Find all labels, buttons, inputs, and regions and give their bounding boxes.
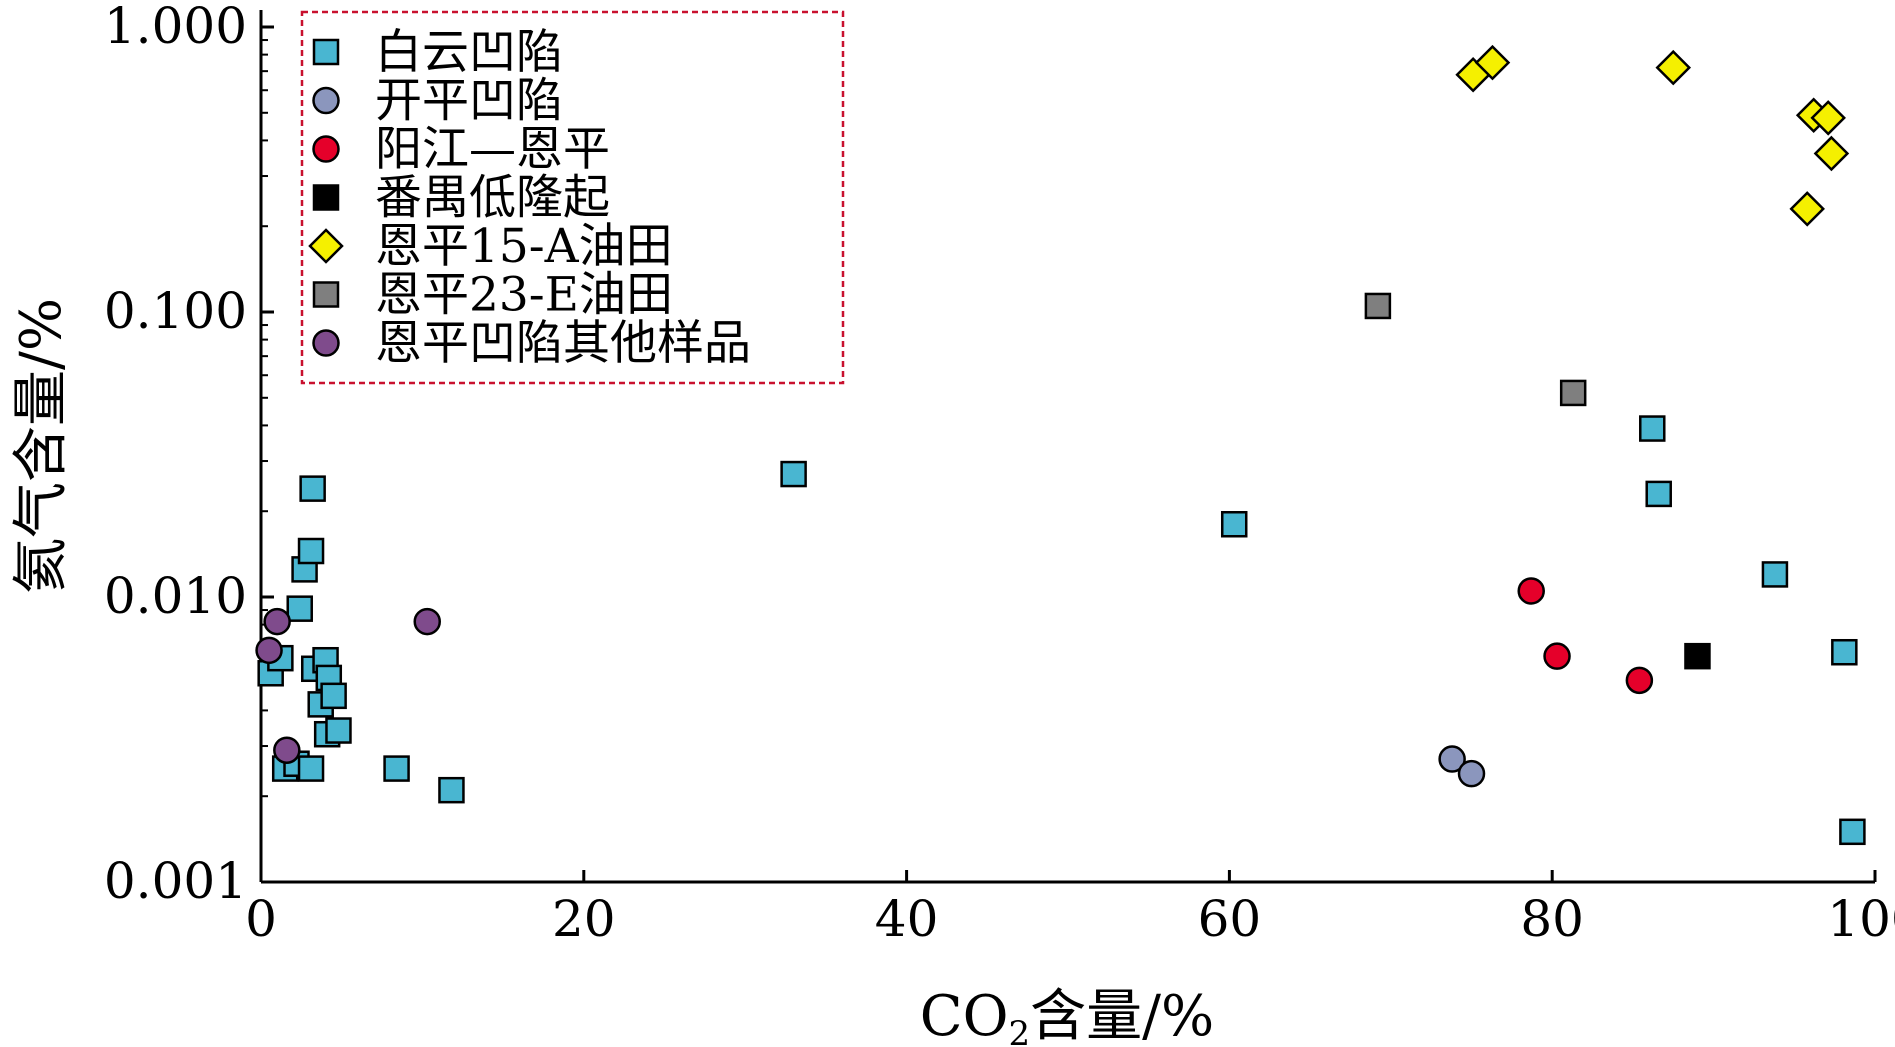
series-1-points (257, 415, 1866, 846)
legend-label: 恩平23-E油田 (375, 268, 673, 323)
legend-label: 恩平凹陷其他样品 (375, 316, 751, 371)
series-5-points (1455, 44, 1850, 227)
series-3-points (1517, 577, 1654, 695)
legend-label: 恩平15-A油田 (375, 219, 673, 274)
legend-item: 恩平23-E油田 (312, 268, 673, 323)
legend-label: 开平凹陷 (375, 74, 563, 129)
data-point (1543, 642, 1571, 670)
data-point (297, 537, 325, 565)
data-point (325, 717, 352, 744)
data-point (413, 607, 441, 636)
series-4-points (1684, 642, 1711, 670)
data-point (273, 736, 301, 764)
series-2-points (1438, 745, 1486, 788)
data-point (1813, 135, 1850, 172)
legend-marker (312, 329, 340, 357)
axes: 0 20 40 60 80 100 0.001 0.010 0.100 1.000 (104, 0, 1895, 948)
x-axis-title-prefix: CO (920, 984, 1009, 1047)
y-tick-label: 1.000 (104, 0, 247, 55)
data-point (1761, 561, 1789, 588)
data-point (1789, 191, 1825, 227)
legend: 白云凹陷开平凹陷阳江—恩平番禺低隆起恩平15-A油田恩平23-E油田恩平凹陷其他… (300, 10, 845, 385)
data-point (438, 776, 465, 804)
data-point (383, 755, 410, 782)
series-6-points (1364, 292, 1587, 407)
x-ticks: 0 20 40 60 80 100 (245, 870, 1895, 948)
legend-item: 白云凹陷 (312, 25, 563, 80)
data-point (1639, 415, 1666, 442)
data-point (1559, 379, 1587, 407)
data-point (780, 460, 807, 488)
series-7-points (255, 607, 441, 764)
legend-label: 番禺低隆起 (375, 171, 610, 226)
y-tick-label: 0.001 (104, 852, 247, 910)
data-point (1684, 642, 1711, 670)
data-point (1220, 510, 1248, 538)
legend-item: 恩平凹陷其他样品 (312, 316, 751, 371)
x-tick-label: 20 (552, 890, 616, 948)
data-point (263, 607, 291, 636)
data-point (1839, 818, 1866, 846)
legend-item: 恩平15-A油田 (308, 219, 673, 274)
x-tick-label: 100 (1827, 890, 1895, 948)
data-point (1517, 577, 1545, 605)
y-ticks: 0.001 0.010 0.100 1.000 (104, 0, 274, 910)
data-point (1474, 44, 1511, 81)
legend-marker (308, 228, 344, 264)
x-tick-label: 40 (875, 890, 939, 948)
x-axis-title-suffix: 含量/% (1030, 984, 1214, 1047)
y-axis-title: 氦气含量/% (9, 298, 74, 594)
legend-label: 白云凹陷 (375, 25, 563, 80)
legend-marker (312, 38, 340, 66)
data-point (320, 682, 347, 710)
legend-items: 白云凹陷开平凹陷阳江—恩平番禺低隆起恩平15-A油田恩平23-E油田恩平凹陷其他… (308, 25, 751, 371)
legend-marker (312, 281, 340, 308)
x-axis-title-subscript: 2 (1009, 1014, 1031, 1047)
legend-marker (312, 135, 340, 163)
x-tick-label: 80 (1520, 890, 1584, 948)
data-point (1810, 100, 1846, 136)
data-point (1645, 480, 1672, 508)
data-point (1655, 49, 1692, 86)
legend-item: 开平凹陷 (312, 74, 563, 129)
y-tick-label: 0.100 (104, 282, 247, 340)
y-tick-label: 0.010 (104, 567, 247, 625)
data-point (1457, 759, 1486, 788)
data-point (299, 475, 326, 502)
legend-item: 番禺低隆起 (312, 171, 610, 226)
data-point (297, 755, 325, 782)
x-tick-label: 0 (245, 890, 277, 948)
data-point (1831, 638, 1858, 666)
legend-frame (300, 10, 845, 385)
data-points (255, 44, 1866, 846)
x-axis-title: CO2含量/% (920, 984, 1214, 1047)
legend-label: 阳江—恩平 (375, 122, 610, 177)
data-point (286, 595, 313, 622)
legend-marker (312, 86, 340, 115)
data-point (1438, 745, 1466, 773)
data-point (255, 636, 283, 665)
x-tick-label: 60 (1198, 890, 1262, 948)
data-point (1364, 292, 1392, 320)
data-point (1625, 666, 1654, 695)
legend-item: 阳江—恩平 (312, 122, 610, 177)
legend-marker (312, 184, 340, 211)
